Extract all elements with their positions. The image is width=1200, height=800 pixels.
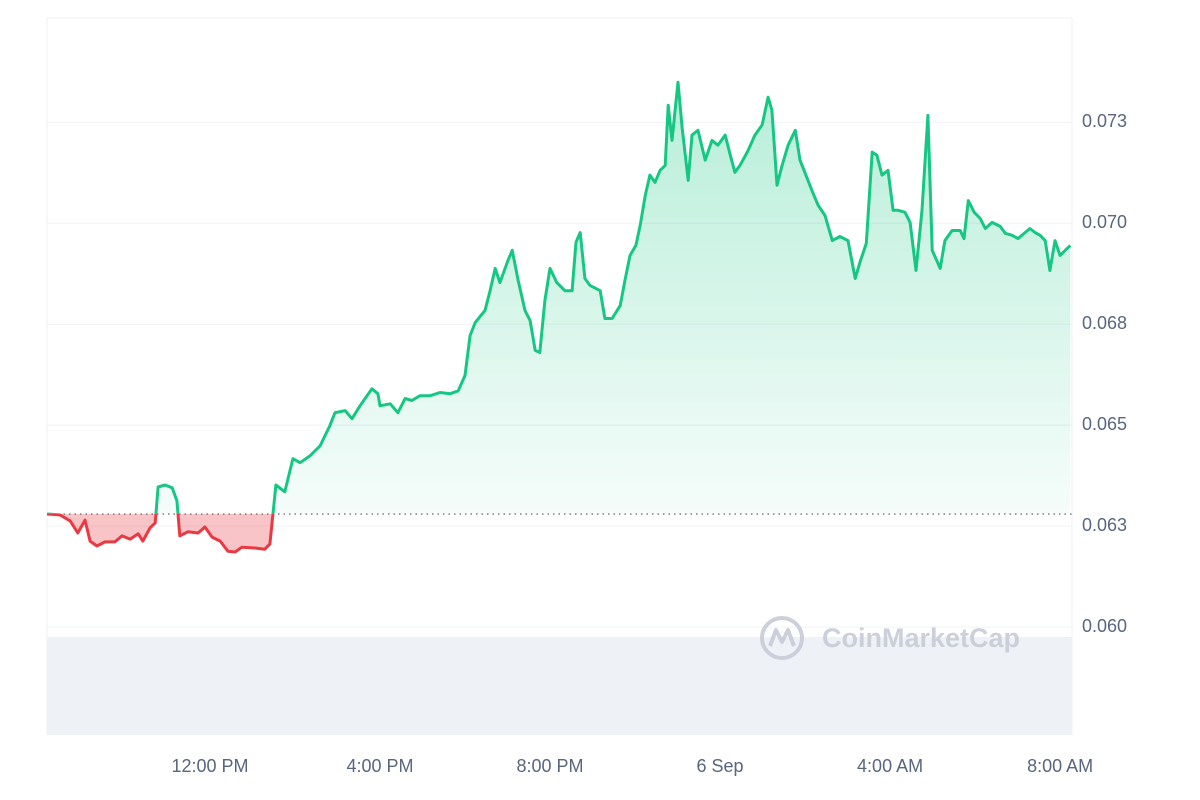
y-tick-label: 0.070 bbox=[1082, 212, 1127, 232]
watermark-logo bbox=[768, 628, 796, 647]
y-tick-label: 0.063 bbox=[1082, 515, 1127, 535]
x-tick-label: 8:00 AM bbox=[1027, 756, 1093, 776]
x-tick-label: 8:00 PM bbox=[517, 756, 584, 776]
area-fill bbox=[47, 82, 1071, 552]
volume-band bbox=[47, 637, 1072, 735]
marks bbox=[46, 80, 1072, 554]
y-tick-label: 0.065 bbox=[1082, 414, 1127, 434]
y-tick-label: 0.073 bbox=[1082, 111, 1127, 131]
watermark-text: CoinMarketCap bbox=[822, 623, 1020, 653]
watermark-logo bbox=[760, 616, 804, 660]
y-tick-label: 0.068 bbox=[1082, 313, 1127, 333]
price-line bbox=[46, 80, 1072, 554]
labels: 0.073 0.070 0.068 0.065 0.063 0.060 12:00 PM 4:… bbox=[171, 111, 1127, 776]
x-tick-label: 4:00 PM bbox=[347, 756, 414, 776]
x-tick-label: 4:00 AM bbox=[857, 756, 923, 776]
watermark: CoinMarketCap bbox=[760, 616, 1020, 660]
x-tick-label: 6 Sep bbox=[697, 756, 744, 776]
y-tick-label: 0.060 bbox=[1082, 616, 1127, 636]
x-tick-label: 12:00 PM bbox=[171, 756, 248, 776]
